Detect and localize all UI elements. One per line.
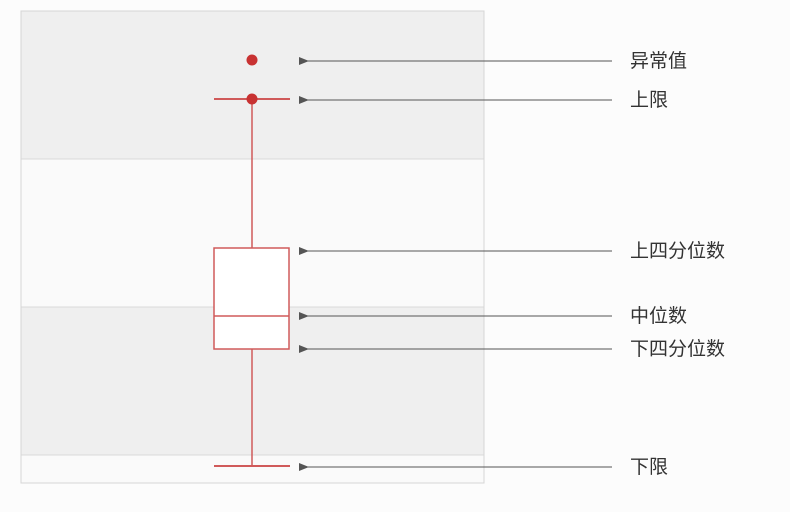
- label-outlier: 异常值: [630, 50, 687, 72]
- label-median: 中位数: [630, 305, 687, 327]
- outlier-point: [246, 54, 258, 66]
- label-upper-quartile: 上四分位数: [630, 240, 725, 262]
- annotation-arrows: [299, 57, 612, 471]
- box-plot: [213, 54, 290, 467]
- upper-limit-point: [246, 93, 258, 105]
- annotation-labels: 异常值 上限 上四分位数 中位数 下四分位数 下限: [630, 50, 725, 478]
- label-lower-quartile: 下四分位数: [630, 338, 725, 360]
- label-upper-limit: 上限: [630, 89, 668, 111]
- label-lower-limit: 下限: [630, 456, 668, 478]
- plot-frame: [20, 10, 485, 484]
- quartile-box: [213, 247, 290, 350]
